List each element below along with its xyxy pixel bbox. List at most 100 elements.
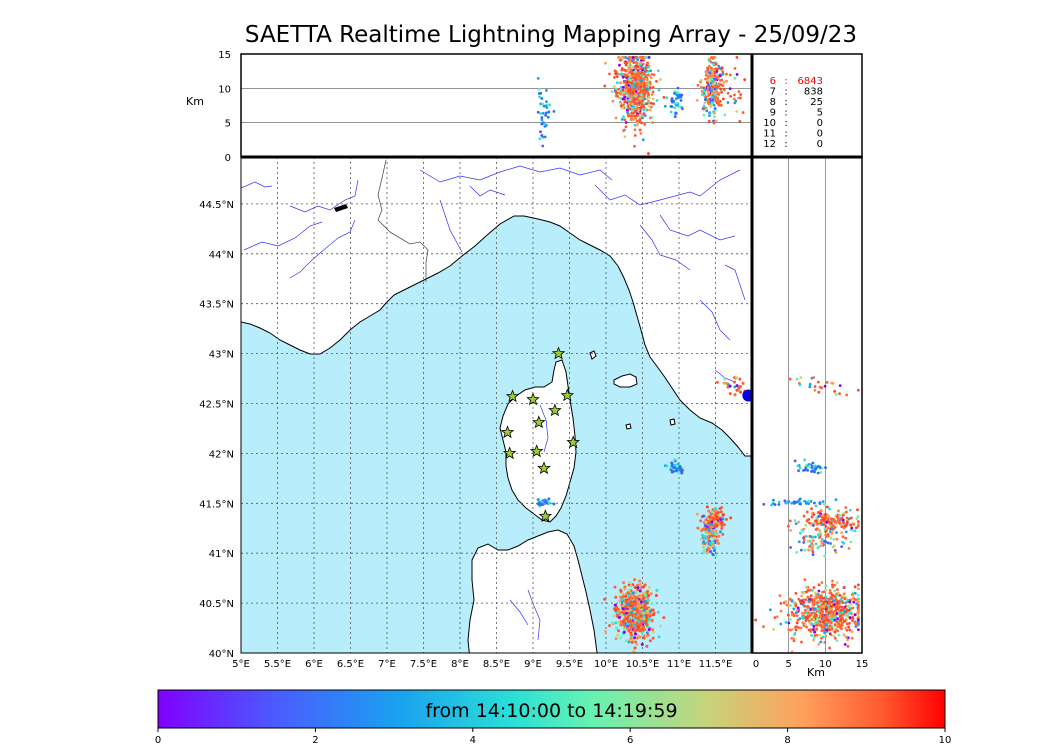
side-source-point: [828, 524, 832, 528]
map-source-point: [719, 510, 723, 514]
map-source-point: [645, 631, 649, 635]
side-source-point: [856, 523, 860, 527]
side-source-point: [841, 535, 845, 539]
side-source-point: [805, 590, 808, 594]
station-markers: [500, 346, 580, 522]
altitude-source-point: [656, 69, 660, 73]
altitude-source-point: [713, 77, 716, 81]
map-source-point: [706, 546, 710, 550]
side-source-point: [797, 469, 800, 473]
altitude-source-point: [709, 60, 713, 64]
altitude-source-point: [624, 125, 628, 129]
map-source-point: [718, 530, 722, 534]
map-source-point: [615, 613, 619, 617]
side-source-point: [804, 523, 808, 527]
altitude-source-point: [709, 77, 713, 80]
map-source-point: [633, 586, 637, 590]
side-source-point: [819, 594, 823, 598]
map-source-point: [632, 617, 636, 621]
side-source-point: [842, 526, 846, 530]
side-source-point: [790, 599, 794, 603]
altitude-source-point: [640, 103, 644, 107]
altitude-source-point: [545, 89, 548, 92]
altitude-source-point: [663, 104, 667, 108]
side-source-point: [811, 544, 815, 547]
map-source-point: [614, 608, 618, 612]
altitude-source-point: [712, 62, 715, 66]
altitude-source-point: [644, 107, 648, 111]
map-source-point: [621, 604, 625, 608]
map-source-point: [638, 593, 642, 597]
altitude-source-point: [719, 87, 723, 91]
map-source-point: [738, 385, 742, 389]
side-source-point: [845, 393, 849, 397]
side-source-point: [828, 624, 832, 628]
side-source-point: [824, 530, 827, 533]
side-source-point: [804, 622, 807, 626]
map-source-point: [720, 523, 724, 527]
stats-source-count: 6843: [798, 76, 823, 87]
side-source-point: [832, 544, 836, 548]
map-source-point: [675, 464, 679, 468]
stats-source-count: 25: [810, 97, 823, 108]
side-source-point: [838, 392, 841, 396]
map-source-point: [541, 499, 545, 503]
colorbar: 0 2 4 6 8 10: [155, 689, 951, 746]
giglio-island: [669, 418, 676, 426]
lake: [334, 204, 348, 212]
stats-separator: :: [784, 108, 787, 119]
side-source-point: [814, 466, 818, 470]
lon-tick-label: 11.5°E: [699, 659, 733, 670]
altitude-source-point: [673, 115, 677, 119]
lat-tick-label: 43.5°N: [199, 300, 234, 311]
side-source-point: [848, 628, 852, 632]
altitude-source-point: [647, 83, 651, 87]
map-source-point: [651, 613, 655, 617]
lon-tick-label: 5°E: [232, 659, 250, 670]
side-source-point: [837, 509, 840, 513]
altitude-source-point: [629, 70, 633, 74]
map-source-point: [628, 638, 632, 642]
side-source-point: [777, 500, 781, 504]
altitude-source-point: [717, 76, 720, 80]
side-source-point: [846, 644, 850, 648]
altitude-source-point: [735, 56, 739, 59]
map-source-point: [626, 609, 630, 613]
map-source-point: [635, 642, 639, 646]
side-source-point: [850, 630, 854, 633]
altitude-source-point: [637, 72, 640, 76]
side-source-point: [810, 633, 814, 637]
side-source-point: [817, 514, 821, 518]
side-source-point: [852, 522, 856, 526]
map-source-point: [724, 517, 728, 521]
map-source-point: [674, 469, 678, 473]
map-source-point: [619, 608, 623, 612]
altitude-source-point: [630, 83, 634, 87]
side-source-point: [801, 529, 805, 533]
altitude-source-point: [620, 117, 624, 121]
altitude-source-point: [640, 66, 644, 70]
side-source-point: [842, 542, 846, 545]
map-source-point: [716, 521, 720, 525]
altitude-source-point: [547, 110, 551, 114]
side-source-point: [797, 499, 801, 502]
altitude-source-point: [622, 96, 626, 100]
altitude-source-point: [673, 91, 676, 95]
side-source-point: [814, 504, 818, 508]
altitude-source-point: [622, 129, 625, 133]
altitude-source-point: [629, 78, 633, 82]
side-source-point: [837, 599, 841, 603]
side-source-point: [823, 600, 827, 603]
map-source-point: [639, 600, 643, 604]
lon-tick-label: 7°E: [378, 659, 396, 670]
altitude-source-point: [638, 128, 642, 132]
altitude-source-point: [633, 134, 637, 137]
map-source-point: [714, 516, 718, 520]
side-source-point: [818, 501, 822, 505]
side-source-point: [803, 604, 807, 608]
side-source-point: [850, 526, 854, 530]
side-source-point: [818, 620, 822, 624]
side-source-point: [835, 639, 839, 643]
side-source-point: [823, 384, 827, 388]
